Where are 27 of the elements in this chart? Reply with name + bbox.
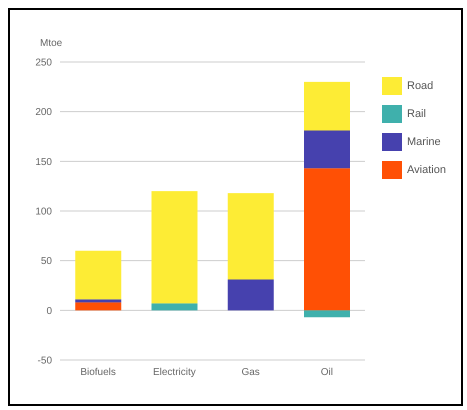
y-tick-label: 50 bbox=[40, 256, 52, 268]
bar bbox=[228, 280, 274, 310]
y-tick-label: 0 bbox=[46, 306, 52, 317]
y-tick-label: 250 bbox=[35, 58, 52, 69]
legend-label: Rail bbox=[407, 108, 426, 120]
bar bbox=[304, 168, 350, 310]
bar bbox=[304, 82, 350, 131]
x-tick-label: Gas bbox=[241, 367, 260, 378]
y-tick-label: 150 bbox=[35, 156, 52, 168]
bar bbox=[228, 193, 274, 280]
bar bbox=[75, 299, 122, 302]
y-tick-label: 200 bbox=[35, 107, 52, 118]
bar bbox=[75, 250, 122, 300]
x-tick-label: Electricity bbox=[152, 367, 196, 378]
legend-label: Marine bbox=[407, 136, 441, 148]
x-tick-label: Oil bbox=[320, 367, 333, 378]
bar bbox=[152, 303, 198, 310]
bar bbox=[152, 191, 198, 304]
legend-label: Aviation bbox=[407, 164, 446, 176]
y-tick-label: -50 bbox=[38, 356, 52, 367]
legend-label: Road bbox=[407, 80, 434, 92]
bar bbox=[304, 310, 350, 318]
bar bbox=[304, 130, 350, 168]
y-tick-label: 100 bbox=[35, 206, 52, 218]
x-tick-label: Biofuels bbox=[80, 367, 116, 378]
bar bbox=[75, 302, 122, 310]
y-axis-title: Mtoe bbox=[40, 38, 62, 49]
